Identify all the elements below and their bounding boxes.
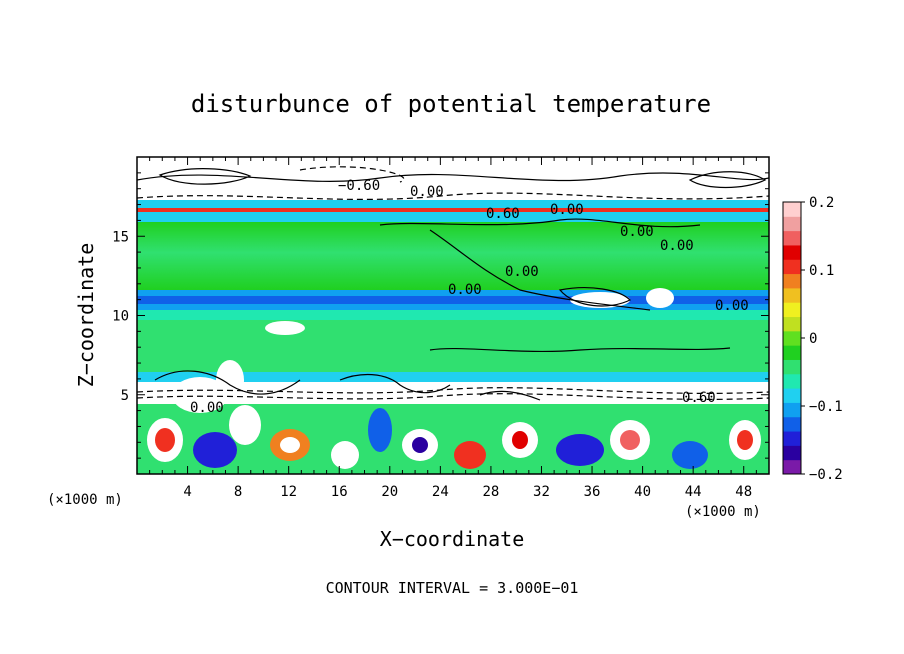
contour-label: 0.00 bbox=[505, 264, 539, 280]
contour-label: 0.60 bbox=[486, 206, 520, 222]
colorbar-swatch bbox=[783, 373, 801, 389]
chart-title: disturbunce of potential temperature bbox=[191, 90, 711, 118]
lower-cyan-band bbox=[137, 372, 769, 382]
axes bbox=[137, 157, 769, 474]
colorbar bbox=[782, 201, 805, 475]
x-unit-left: (×1000 m) bbox=[47, 492, 123, 508]
x-tick-label: 36 bbox=[584, 484, 601, 500]
x-tick-label: 4 bbox=[183, 484, 191, 500]
blue-band-mid-2 bbox=[137, 296, 769, 304]
y-tick-labels: 5 10 15 bbox=[112, 229, 129, 404]
colorbar-swatch bbox=[783, 445, 801, 461]
x-tick-label: 20 bbox=[381, 484, 398, 500]
colorbar-swatch bbox=[783, 259, 801, 275]
cyan-band-mid bbox=[137, 310, 769, 320]
contour-label: 0.00 bbox=[410, 184, 444, 200]
x-tick-label: 32 bbox=[533, 484, 550, 500]
contour-labels: −0.60 0.00 0.60 0.00 0.00 0.00 0.00 0.00… bbox=[190, 178, 749, 416]
x-tick-label: 24 bbox=[432, 484, 449, 500]
colorbar-swatch bbox=[783, 330, 801, 346]
colorbar-swatch bbox=[783, 287, 801, 303]
colorbar-swatch bbox=[783, 230, 801, 246]
colorbar-swatch bbox=[783, 345, 801, 360]
x-axis-label: X−coordinate bbox=[380, 527, 525, 551]
contour-label: 0.00 bbox=[620, 224, 654, 240]
x-tick-label: 28 bbox=[482, 484, 499, 500]
contour-label: 0.00 bbox=[715, 298, 749, 314]
upper-blue-band bbox=[137, 200, 769, 210]
colorbar-swatch bbox=[783, 431, 801, 446]
x-tick-label: 44 bbox=[685, 484, 702, 500]
lower-white-layer bbox=[137, 382, 769, 404]
green-field-lower bbox=[137, 320, 769, 372]
colorbar-swatch bbox=[783, 388, 801, 403]
colorbar-swatch bbox=[783, 459, 801, 475]
contour-label: −0.60 bbox=[338, 178, 380, 194]
contour-label: 0.00 bbox=[448, 282, 482, 298]
y-tick-label: 5 bbox=[121, 388, 129, 404]
blue-band-mid-3 bbox=[137, 304, 769, 310]
colorbar-swatch bbox=[783, 416, 801, 432]
colorbar-swatch bbox=[783, 216, 801, 232]
contour-label: 0.00 bbox=[190, 400, 224, 416]
colorbar-swatch bbox=[783, 244, 801, 260]
contour-label: 0.60 bbox=[682, 390, 716, 406]
tropopause-cyan-band bbox=[137, 212, 769, 222]
x-unit-right: (×1000 m) bbox=[685, 504, 761, 520]
y-axis-label: Z−coordinate bbox=[74, 243, 98, 388]
colorbar-swatch bbox=[783, 202, 801, 217]
x-tick-labels: 4 8 12 16 20 24 28 32 36 40 44 48 bbox=[183, 484, 752, 500]
colorbar-tick-label: −0.1 bbox=[809, 399, 843, 415]
upper-white-layer bbox=[137, 157, 769, 207]
turbulent-blobs bbox=[147, 288, 761, 469]
colorbar-tick-label: 0 bbox=[809, 331, 817, 347]
x-tick-label: 40 bbox=[634, 484, 651, 500]
contour-lines bbox=[137, 166, 769, 401]
footer-contour-interval: CONTOUR INTERVAL = 3.000E−01 bbox=[326, 579, 579, 597]
colorbar-tick-labels: 0.2 0.1 0 −0.1 −0.2 bbox=[809, 195, 843, 483]
x-tick-label: 16 bbox=[331, 484, 348, 500]
colorbar-swatch bbox=[783, 359, 801, 375]
blue-band-mid-1 bbox=[137, 290, 769, 296]
contour-label: 0.00 bbox=[660, 238, 694, 254]
x-tick-label: 8 bbox=[234, 484, 242, 500]
x-tick-label: 12 bbox=[280, 484, 297, 500]
colorbar-swatch bbox=[783, 302, 801, 318]
contour-label: 0.00 bbox=[550, 202, 584, 218]
y-tick-label: 15 bbox=[112, 229, 129, 245]
colorbar-tick-label: −0.2 bbox=[809, 467, 843, 483]
upper-red-band bbox=[137, 208, 769, 212]
plot-area: −0.60 0.00 0.60 0.00 0.00 0.00 0.00 0.00… bbox=[137, 157, 769, 474]
colorbar-swatch bbox=[783, 402, 801, 418]
green-field-upper bbox=[137, 222, 769, 290]
colorbar-tick-label: 0.1 bbox=[809, 263, 834, 279]
colorbar-swatch bbox=[783, 273, 801, 289]
y-tick-label: 10 bbox=[112, 309, 129, 325]
colorbar-tick-label: 0.2 bbox=[809, 195, 834, 211]
x-tick-label: 48 bbox=[735, 484, 752, 500]
colorbar-swatch bbox=[783, 316, 801, 332]
